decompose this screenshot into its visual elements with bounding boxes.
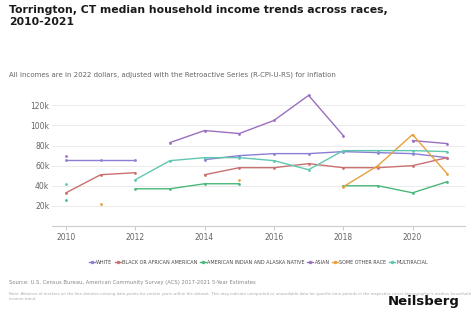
Text: Neilsberg: Neilsberg [388, 295, 460, 308]
Text: Note: Absence of markers on the line denotes missing data points for certain yea: Note: Absence of markers on the line den… [9, 292, 472, 301]
Legend: WHITE, BLACK OR AFRICAN AMERICAN, AMERICAN INDIAN AND ALASKA NATIVE, ASIAN, SOME: WHITE, BLACK OR AFRICAN AMERICAN, AMERIC… [87, 258, 430, 267]
Text: Torrington, CT median household income trends across races,
2010-2021: Torrington, CT median household income t… [9, 5, 388, 27]
Text: All incomes are in 2022 dollars, adjusted with the Retroactive Series (R-CPI-U-R: All incomes are in 2022 dollars, adjuste… [9, 71, 337, 78]
Text: Source: U.S. Census Bureau, American Community Survey (ACS) 2017-2021 5-Year Est: Source: U.S. Census Bureau, American Com… [9, 280, 256, 285]
